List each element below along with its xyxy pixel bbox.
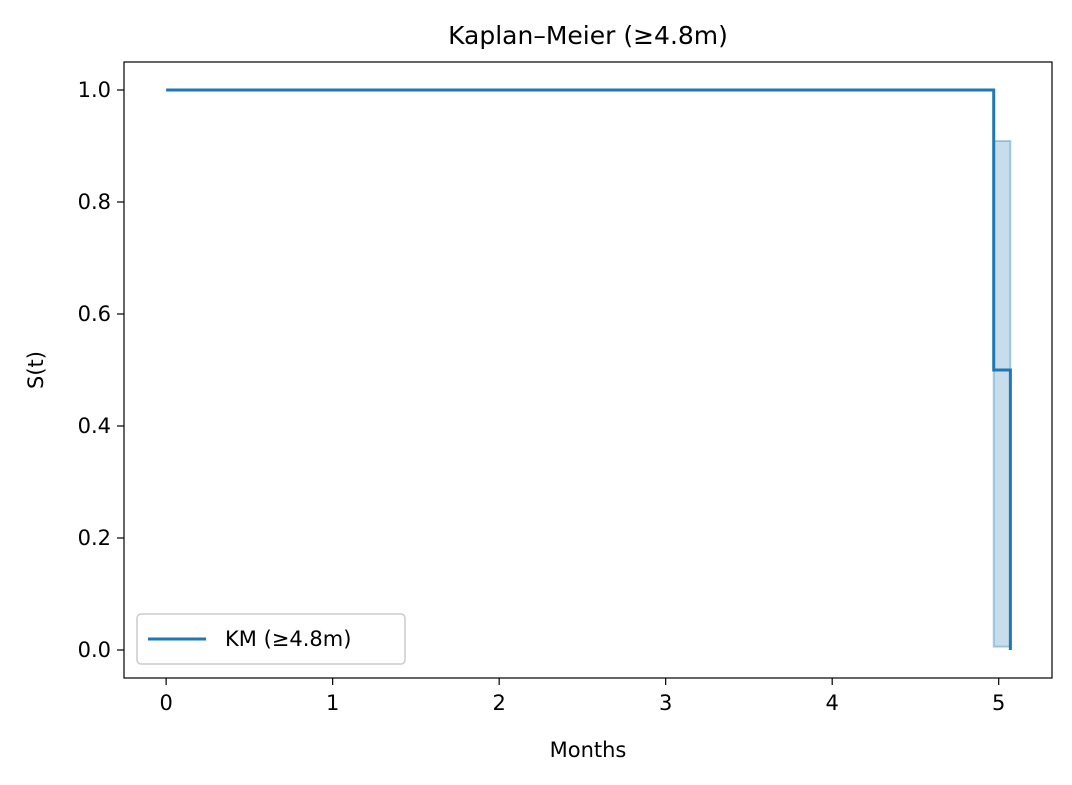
x-tick-label: 1: [326, 691, 339, 715]
y-tick-label: 0.8: [78, 190, 111, 214]
x-tick-label: 5: [992, 691, 1005, 715]
x-axis-ticks: 0 1 2 3 4 5: [159, 678, 1005, 715]
chart-title: Kaplan–Meier (≥4.8m): [448, 21, 728, 50]
y-axis-label: S(t): [24, 351, 48, 389]
series-line-0: [166, 88, 1012, 650]
legend: KM (≥4.8m): [136, 613, 406, 665]
confidence-band-layer: [992, 139, 1012, 648]
series-layer: [166, 88, 1012, 650]
x-tick-label: 2: [492, 691, 505, 715]
y-tick-label: 0.6: [78, 302, 111, 326]
y-tick-label: 0.2: [78, 526, 111, 550]
y-tick-label: 0.4: [78, 414, 111, 438]
y-tick-label: 0.0: [78, 638, 111, 662]
x-tick-label: 0: [159, 691, 172, 715]
confidence-band: [992, 139, 1012, 648]
x-tick-label: 4: [826, 691, 839, 715]
x-tick-label: 3: [659, 691, 672, 715]
x-axis-label: Months: [550, 738, 627, 762]
y-axis-ticks: 0.0 0.2 0.4 0.6 0.8 1.0: [78, 78, 124, 662]
legend-label: KM (≥4.8m): [225, 627, 351, 651]
legend-box: [136, 613, 406, 665]
plot-frame: [123, 61, 1053, 679]
y-tick-label: 1.0: [78, 78, 111, 102]
